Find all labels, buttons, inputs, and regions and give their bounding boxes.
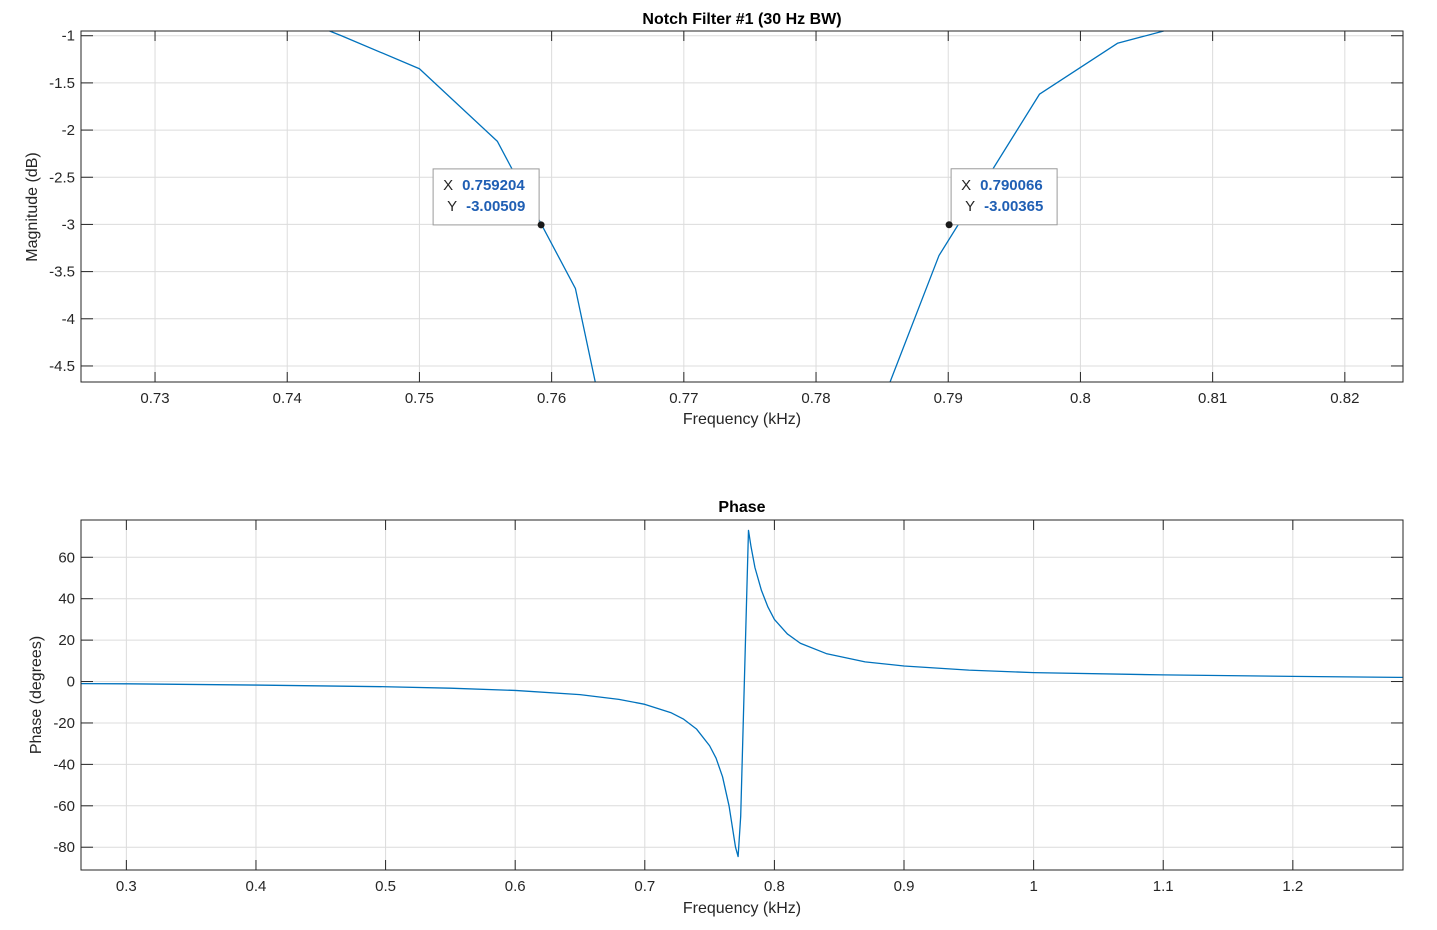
magnitude-x-tick-label: 0.78 bbox=[801, 390, 830, 407]
phase-x-tick-label: 1.2 bbox=[1282, 878, 1303, 895]
magnitude-y-tick-label: -3 bbox=[62, 216, 75, 233]
magnitude-y-tick-label: -4 bbox=[62, 311, 75, 328]
magnitude-series-line bbox=[329, 30, 596, 383]
datatip-x-label: X bbox=[961, 177, 971, 194]
phase-y-tick-label: 0 bbox=[67, 674, 75, 691]
magnitude-y-tick-label: -1 bbox=[62, 28, 75, 45]
magnitude-title: Notch Filter #1 (30 Hz BW) bbox=[642, 11, 841, 28]
datatip-box bbox=[432, 168, 540, 226]
datatip-y-value: -3.00365 bbox=[984, 198, 1043, 215]
magnitude-y-tick-label: -1.5 bbox=[49, 75, 75, 92]
phase-y-tick-label: -40 bbox=[53, 756, 75, 773]
phase-axes-box bbox=[80, 519, 1404, 871]
magnitude-x-tick-label: 0.76 bbox=[537, 390, 566, 407]
phase-y-tick-label: -60 bbox=[53, 798, 75, 815]
magnitude-x-tick-label: 0.73 bbox=[140, 390, 169, 407]
magnitude-x-tick-label: 0.79 bbox=[934, 390, 963, 407]
datatip-box bbox=[950, 168, 1058, 226]
datatip-marker bbox=[945, 221, 953, 229]
datatip[interactable]: X 0.790066 Y -3.00365 bbox=[945, 168, 1058, 229]
datatip-marker bbox=[537, 221, 545, 229]
magnitude-y-tick-label: -4.5 bbox=[49, 358, 75, 375]
phase-y-tick-label: -20 bbox=[53, 715, 75, 732]
magnitude-x-axis-label: Frequency (kHz) bbox=[683, 411, 801, 428]
phase-y-tick-label: -80 bbox=[53, 839, 75, 856]
phase-curve bbox=[80, 529, 1404, 858]
phase-x-tick-label: 1 bbox=[1029, 878, 1037, 895]
magnitude-series-line bbox=[889, 30, 1164, 383]
magnitude-y-tick-label: -2 bbox=[62, 122, 75, 139]
phase-series-line bbox=[80, 529, 1404, 858]
phase-x-tick-label: 0.9 bbox=[894, 878, 915, 895]
magnitude-y-tick-label: -2.5 bbox=[49, 169, 75, 186]
phase-x-tick-label: 0.7 bbox=[634, 878, 655, 895]
datatip-y-label: Y bbox=[965, 198, 975, 215]
phase-plot-area bbox=[81, 520, 1403, 870]
magnitude-x-tick-label: 0.82 bbox=[1330, 390, 1359, 407]
datatip-x-label: X bbox=[443, 177, 453, 194]
magnitude-datatips[interactable]: X 0.759204 Y -3.00509 X 0.790066 Y -3.00365 bbox=[432, 168, 1058, 229]
datatip-y-value: -3.00509 bbox=[466, 198, 525, 215]
datatip-x-value: 0.759204 bbox=[462, 177, 525, 194]
magnitude-plot-area bbox=[81, 31, 1403, 382]
magnitude-curve bbox=[329, 30, 1164, 383]
magnitude-x-tick-label: 0.77 bbox=[669, 390, 698, 407]
phase-y-tick-label: 60 bbox=[58, 549, 75, 566]
phase-axes[interactable]: 0.3 0.4 0.5 0.6 0.7 0.8 0.9 1 1.1 1.2 60 40 20 0 -20 -4… bbox=[28, 499, 1404, 917]
phase-ticks: 0.3 0.4 0.5 0.6 0.7 0.8 0.9 1 1.1 1.2 60 40 20 0 -20 -4… bbox=[53, 520, 1403, 895]
phase-title: Phase bbox=[718, 499, 765, 516]
magnitude-x-tick-label: 0.75 bbox=[405, 390, 434, 407]
phase-x-tick-label: 0.8 bbox=[764, 878, 785, 895]
magnitude-x-tick-label: 0.81 bbox=[1198, 390, 1227, 407]
phase-x-tick-label: 1.1 bbox=[1153, 878, 1174, 895]
phase-x-tick-label: 0.6 bbox=[505, 878, 526, 895]
datatip-y-label: Y bbox=[447, 198, 457, 215]
datatip-x-value: 0.790066 bbox=[980, 177, 1043, 194]
magnitude-x-tick-label: 0.74 bbox=[273, 390, 302, 407]
phase-x-tick-label: 0.5 bbox=[375, 878, 396, 895]
phase-x-tick-label: 0.3 bbox=[116, 878, 137, 895]
phase-y-axis-label: Phase (degrees) bbox=[28, 636, 45, 754]
phase-y-tick-label: 20 bbox=[58, 632, 75, 649]
magnitude-axes-box bbox=[80, 30, 1404, 383]
magnitude-grid bbox=[81, 31, 1403, 382]
magnitude-x-tick-label: 0.8 bbox=[1070, 390, 1091, 407]
phase-x-tick-label: 0.4 bbox=[246, 878, 267, 895]
datatip[interactable]: X 0.759204 Y -3.00509 bbox=[432, 168, 545, 229]
magnitude-ticks: 0.73 0.74 0.75 0.76 0.77 0.78 0.79 0.8 0.81 0.82 -… bbox=[49, 28, 1403, 407]
magnitude-y-tick-label: -3.5 bbox=[49, 264, 75, 281]
magnitude-y-axis-label: Magnitude (dB) bbox=[24, 152, 41, 261]
phase-y-tick-label: 40 bbox=[58, 591, 75, 608]
magnitude-axes[interactable]: 0.73 0.74 0.75 0.76 0.77 0.78 0.79 0.8 0.81 0.82 -… bbox=[24, 11, 1404, 428]
phase-x-axis-label: Frequency (kHz) bbox=[683, 900, 801, 917]
